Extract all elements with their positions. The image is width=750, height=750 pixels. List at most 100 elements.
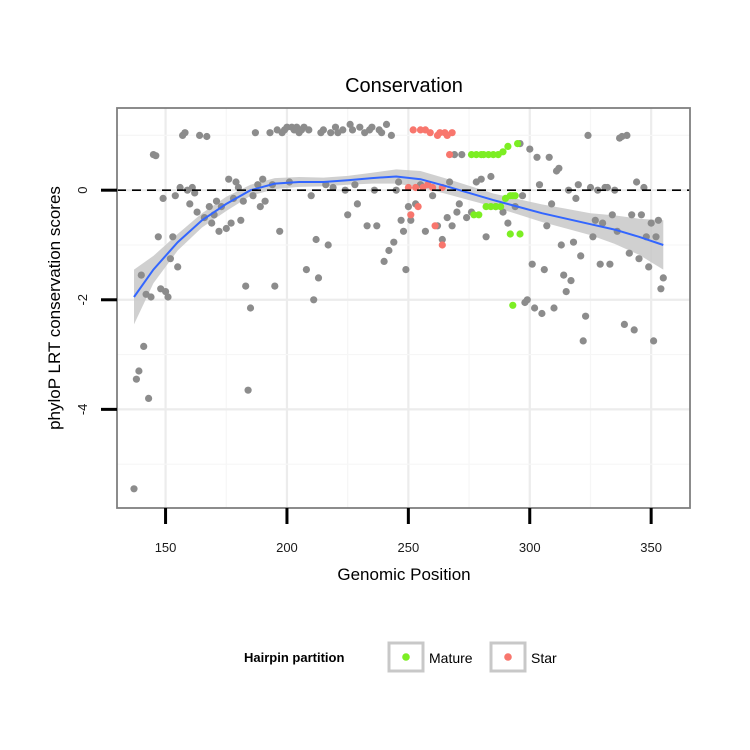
data-point-other <box>625 249 633 257</box>
data-point-other <box>630 326 638 334</box>
data-point-other <box>504 219 512 227</box>
data-point-other <box>327 129 335 137</box>
y-tick-label: 0 <box>75 187 90 194</box>
data-point-star <box>446 151 454 159</box>
data-point-other <box>368 123 376 131</box>
data-point-other <box>324 241 332 249</box>
data-point-mature <box>516 230 524 238</box>
data-point-other <box>344 211 352 219</box>
data-point-other <box>579 337 587 345</box>
data-point-other <box>482 233 490 241</box>
panel-border <box>116 107 691 509</box>
data-point-other <box>378 129 386 137</box>
data-point-other <box>543 222 551 230</box>
data-point-other <box>397 216 405 224</box>
data-point-other <box>557 241 565 249</box>
data-point-mature <box>514 140 522 148</box>
data-point-mature <box>504 142 512 150</box>
data-point-other <box>582 312 590 320</box>
data-point-other <box>348 126 357 134</box>
data-point-other <box>623 131 631 139</box>
data-point-other <box>208 219 216 227</box>
data-point-other <box>387 131 395 139</box>
data-point-other <box>305 126 313 134</box>
data-point-mature <box>509 301 517 309</box>
data-point-other <box>407 216 415 224</box>
data-point-star <box>426 129 434 137</box>
data-point-other <box>635 255 643 263</box>
data-point-other <box>271 282 279 290</box>
data-point-other <box>523 296 531 304</box>
legend: Hairpin partition Mature Star <box>244 641 557 673</box>
data-point-other <box>251 129 259 137</box>
data-point-other <box>395 178 403 186</box>
data-point-other <box>463 214 471 222</box>
legend-label-mature: Mature <box>429 650 473 666</box>
data-point-other <box>181 129 189 137</box>
data-point-star <box>438 241 446 249</box>
data-point-other <box>599 219 607 227</box>
legend-dot-mature <box>402 653 410 661</box>
data-point-other <box>540 266 548 274</box>
data-point-other <box>234 183 242 192</box>
data-point-mature <box>497 203 505 211</box>
data-point-other <box>132 375 140 383</box>
y-axis-title: phyloP LRT conservation scores <box>45 186 64 430</box>
data-point-other <box>176 183 184 192</box>
confidence-ribbon <box>134 169 664 325</box>
data-point-other <box>356 123 364 131</box>
data-point-mature <box>506 230 514 238</box>
data-point-other <box>657 285 665 293</box>
data-point-other <box>562 288 570 296</box>
data-point-other <box>572 194 580 202</box>
data-point-other <box>596 260 604 268</box>
data-point-star <box>429 183 437 192</box>
data-point-other <box>159 194 167 202</box>
data-point-other <box>528 260 536 268</box>
data-point-other <box>339 126 347 134</box>
x-tick-label: 250 <box>398 540 420 555</box>
data-point-other <box>239 197 247 205</box>
plot-panel <box>116 107 691 509</box>
data-point-other <box>606 260 614 268</box>
data-point-other <box>164 293 172 301</box>
data-point-star <box>407 211 415 219</box>
data-point-other <box>147 293 155 301</box>
axes: 150 200 250 300 350 -4 -2 0 <box>75 187 662 555</box>
data-point-other <box>276 227 284 235</box>
data-point-other <box>256 203 264 211</box>
data-point-other <box>259 175 267 183</box>
data-point-other <box>567 277 575 285</box>
data-point-other <box>137 271 145 279</box>
data-point-other <box>380 257 388 265</box>
data-point-other <box>477 175 485 183</box>
data-point-other <box>650 337 658 345</box>
data-point-other <box>225 175 233 183</box>
data-point-other <box>215 227 223 235</box>
data-point-other <box>421 227 429 235</box>
panel-background <box>117 108 690 508</box>
data-point-other <box>237 216 245 224</box>
data-point-other <box>404 203 412 211</box>
x-tick-label: 300 <box>519 540 541 555</box>
data-point-other <box>373 222 381 230</box>
data-point-other <box>429 192 437 200</box>
data-point-other <box>244 386 252 394</box>
data-point-other <box>518 192 527 200</box>
data-point-other <box>310 296 318 304</box>
data-point-mature <box>475 211 483 219</box>
data-point-other <box>314 274 323 282</box>
data-point-other <box>196 131 204 139</box>
data-point-other <box>254 181 262 189</box>
data-point-other <box>443 214 451 222</box>
data-point-other <box>640 183 648 192</box>
data-point-star <box>409 126 417 134</box>
data-point-star <box>431 222 439 230</box>
data-point-other <box>560 271 568 279</box>
legend-label-star: Star <box>531 650 557 666</box>
data-point-other <box>353 200 361 208</box>
data-point-other <box>589 233 597 241</box>
data-point-other <box>550 304 558 312</box>
data-point-star <box>448 129 456 137</box>
data-point-other <box>212 197 221 205</box>
